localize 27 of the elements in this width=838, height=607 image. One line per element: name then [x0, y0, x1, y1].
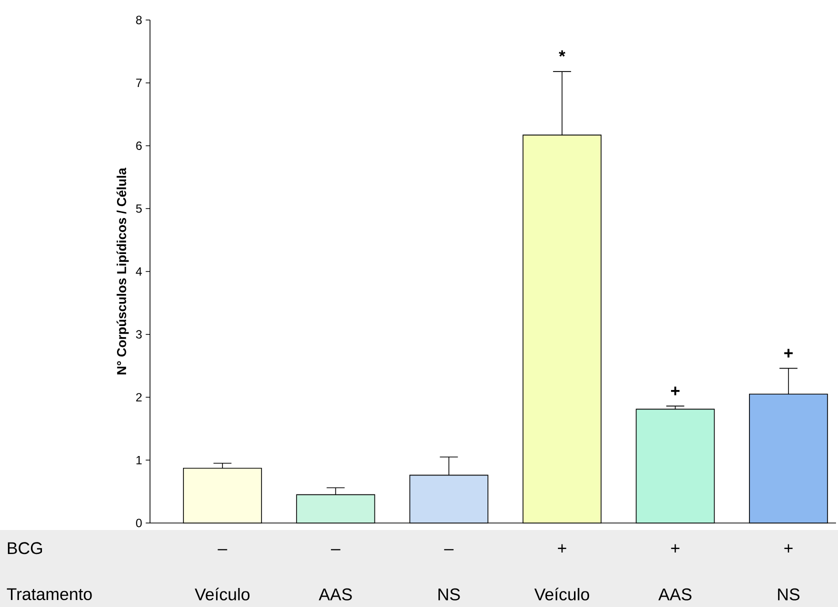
text: – [330, 549, 340, 550]
x-tick-label: Veículo [534, 588, 590, 600]
text: + [784, 544, 793, 552]
y-tick-label: 2 [136, 393, 142, 402]
annotation: + [671, 386, 680, 396]
text: – [444, 549, 454, 550]
annotation: * [558, 50, 566, 57]
x-tick-label: AAS [658, 588, 692, 600]
x-tick-label: NS [778, 588, 800, 600]
text: + [558, 544, 566, 552]
text: BCG [8, 542, 42, 554]
x-tick-label: NS [438, 588, 460, 600]
y-tick-label: 7 [136, 78, 142, 87]
y-tick-label: 1 [136, 456, 142, 464]
y-tick-label: 4 [136, 267, 142, 276]
y-axis-title: N° Corpúsculos Lipídicos / Célula [116, 168, 129, 374]
text: Tratamento [6, 588, 92, 600]
text: – [218, 549, 228, 550]
annotation: + [784, 348, 793, 358]
y-tick-label: 5 [136, 204, 142, 213]
x-tick-label: Veículo [194, 588, 250, 600]
y-tick-label: 0 [136, 518, 142, 528]
x-tick-label: AAS [318, 588, 352, 600]
text: + [671, 544, 680, 552]
y-tick-label: 6 [136, 142, 142, 150]
y-tick-label: 3 [136, 330, 142, 339]
y-tick-label: 8 [136, 16, 142, 24]
